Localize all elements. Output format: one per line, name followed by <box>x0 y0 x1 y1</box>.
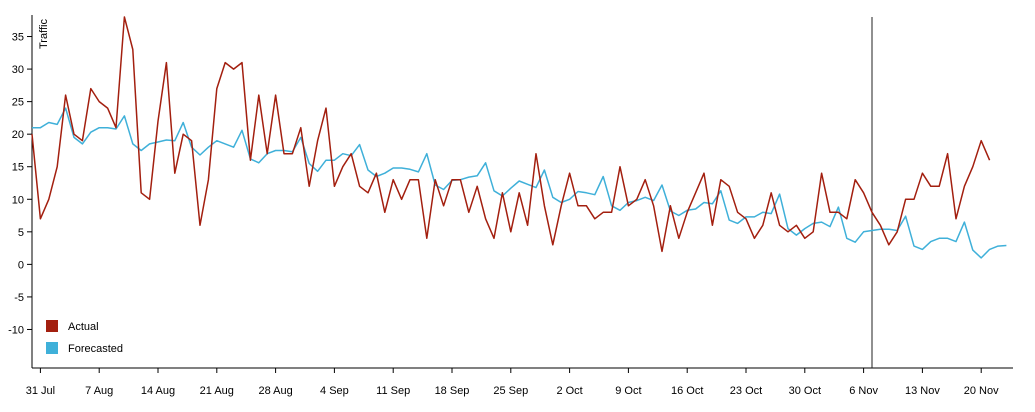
x-tick-label: 28 Aug <box>258 385 292 397</box>
x-tick-label: 2 Oct <box>556 385 582 397</box>
y-tick-label: 30 <box>12 64 24 76</box>
legend-swatch-actual <box>46 320 58 332</box>
y-tick-label: 0 <box>18 259 24 271</box>
y-axis: -10 -5 0 5 10 15 20 25 30 35 <box>8 15 33 368</box>
x-tick-label: 9 Oct <box>615 385 641 397</box>
y-tick-label: 10 <box>12 194 24 206</box>
legend-label-forecasted: Forecasted <box>68 343 123 355</box>
x-tick-label: 18 Sep <box>435 385 470 397</box>
x-tick-label: 14 Aug <box>141 385 175 397</box>
y-tick-label: 20 <box>12 129 24 141</box>
x-tick-label: 25 Sep <box>493 385 528 397</box>
x-axis: 31 Jul 7 Aug 14 Aug 21 Aug 28 Aug 4 Sep 11 Sep… <box>26 367 1013 397</box>
y-tick-label: -5 <box>14 292 24 304</box>
x-tick-label: 4 Sep <box>320 385 349 397</box>
x-tick-label: 16 Oct <box>671 385 703 397</box>
x-tick-label: 6 Nov <box>849 385 878 397</box>
y-axis-label: Traffic <box>38 19 50 49</box>
series-line-forecasted <box>32 107 1007 259</box>
y-tick-label: 25 <box>12 97 24 109</box>
y-tick-label: -10 <box>8 324 24 336</box>
series-line-actual <box>31 16 991 253</box>
x-tick-label: 11 Sep <box>376 385 410 397</box>
x-tick-label: 13 Nov <box>905 385 940 397</box>
y-tick-label: 5 <box>18 227 24 239</box>
series-group <box>31 16 1007 259</box>
legend-swatch-forecasted <box>46 342 58 354</box>
legend: Actual Forecasted <box>46 320 123 355</box>
y-tick-label: 15 <box>12 162 24 174</box>
x-tick-label: 31 Jul <box>26 385 55 397</box>
legend-label-actual: Actual <box>68 321 99 333</box>
y-tick-label: 35 <box>12 32 24 44</box>
x-tick-label: 20 Nov <box>964 385 999 397</box>
x-tick-label: 7 Aug <box>85 385 113 397</box>
x-tick-label: 30 Oct <box>789 385 821 397</box>
x-tick-label: 21 Aug <box>200 385 234 397</box>
x-tick-label: 23 Oct <box>730 385 762 397</box>
